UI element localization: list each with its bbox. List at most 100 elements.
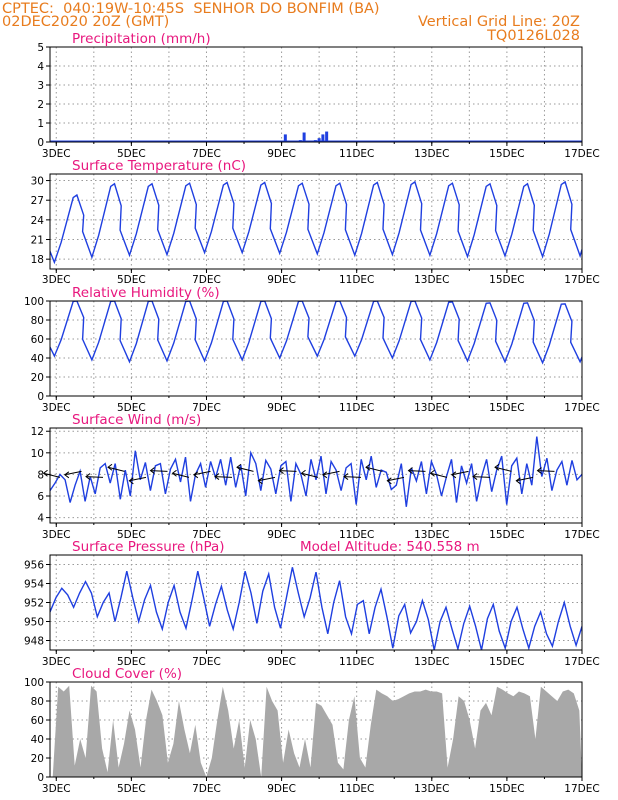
x-tick-label: 3DEC <box>42 274 71 286</box>
wind-arrow <box>214 476 233 478</box>
x-tick-label: 11DEC <box>339 402 374 414</box>
wind-arrowhead <box>171 469 177 477</box>
panel-5: 948 950 952 954 956 3DEC 5DEC 7DEC 9DEC 11DEC 13DE… <box>24 539 600 668</box>
series-line <box>50 436 582 507</box>
x-tick-label: 5DEC <box>117 274 146 286</box>
wind-arrow <box>408 470 426 472</box>
x-tick-label: 17DEC <box>564 148 599 160</box>
wind-arrowhead <box>107 463 113 471</box>
station-title: CPTEC: 040:19W-10:45S SENHOR DO BONFIM (… <box>2 1 380 17</box>
panel-6: 0 20 40 60 80 100 3DEC 5DEC 7DEC 9DEC 11DEC 13DEC 15… <box>24 666 600 795</box>
x-tick-label: 13DEC <box>414 783 449 795</box>
wind-arrow <box>258 476 276 482</box>
y-tick-label: 12 <box>31 426 44 438</box>
y-tick-label: 3 <box>37 80 44 92</box>
x-tick-label: 17DEC <box>564 274 599 286</box>
series-line <box>50 301 582 365</box>
wind-arrowhead <box>300 469 306 477</box>
wind-arrow <box>451 470 469 476</box>
x-tick-label: 11DEC <box>339 148 374 160</box>
panel-frame <box>49 300 583 397</box>
x-tick-label: 9DEC <box>267 656 296 668</box>
precip-bar <box>302 132 306 142</box>
x-tick-label: 13DEC <box>414 274 449 286</box>
x-tick-label: 5DEC <box>117 402 146 414</box>
x-tick-label: 9DEC <box>267 529 296 541</box>
panel-frame <box>49 46 583 143</box>
y-tick-label: 18 <box>31 254 44 266</box>
x-tick-label: 7DEC <box>192 402 221 414</box>
x-tick-label: 7DEC <box>192 529 221 541</box>
panel-title: Cloud Cover (%) <box>72 666 182 682</box>
wind-arrow <box>430 472 448 478</box>
wind-arrow <box>107 466 125 472</box>
wind-arrow <box>236 466 254 472</box>
y-tick-label: 60 <box>31 715 44 727</box>
y-tick-label: 948 <box>24 636 44 648</box>
x-tick-label: 15DEC <box>489 274 524 286</box>
run-date: 02DEC2020 20Z (GMT) <box>2 14 170 30</box>
x-tick-label: 3DEC <box>42 402 71 414</box>
wind-arrowhead <box>322 471 328 479</box>
y-tick-label: 0 <box>37 137 44 149</box>
panel-1: 0 1 2 3 4 5 3DEC 5DEC 7DEC 9DEC 11DEC 13DEC 15DEC 17D… <box>37 31 599 160</box>
y-tick-label: 4 <box>37 61 44 73</box>
wind-arrowhead <box>386 477 392 485</box>
wind-arrowhead <box>85 473 91 480</box>
y-tick-label: 952 <box>24 598 44 610</box>
wind-arrow <box>537 470 555 472</box>
wind-arrow <box>85 476 104 478</box>
x-tick-label: 7DEC <box>192 783 221 795</box>
wind-vectors <box>42 463 555 485</box>
x-tick-label: 13DEC <box>414 656 449 668</box>
panel-title: Surface Pressure (hPa) <box>72 539 225 555</box>
y-tick-label: 954 <box>24 579 44 591</box>
x-tick-label: 11DEC <box>339 783 374 795</box>
y-tick-label: 80 <box>31 696 44 708</box>
x-tick-label: 17DEC <box>564 656 599 668</box>
wind-arrowhead <box>429 469 435 477</box>
x-tick-label: 17DEC <box>564 402 599 414</box>
y-tick-label: 10 <box>31 448 44 460</box>
wind-arrowhead <box>64 471 70 479</box>
grid-lines <box>50 428 582 523</box>
y-tick-label: 40 <box>31 734 44 746</box>
x-tick-label: 9DEC <box>267 148 296 160</box>
y-tick-label: 2 <box>37 99 44 111</box>
y-tick-label: 1 <box>37 118 44 130</box>
wind-arrow <box>64 470 82 476</box>
panel-frame <box>49 681 583 778</box>
grid-lines <box>50 301 582 396</box>
y-tick-label: 20 <box>31 372 44 384</box>
y-tick-label: 4 <box>37 513 44 525</box>
wind-arrow <box>129 476 147 482</box>
y-tick-label: 950 <box>24 617 44 629</box>
wind-arrowhead <box>536 467 542 474</box>
y-tick-label: 40 <box>31 353 44 365</box>
panel-frame <box>49 173 583 270</box>
wind-arrow <box>472 476 491 478</box>
wind-arrowhead <box>193 471 199 479</box>
x-tick-label: 3DEC <box>42 656 71 668</box>
x-tick-label: 13DEC <box>414 148 449 160</box>
x-tick-label: 17DEC <box>564 783 599 795</box>
x-tick-label: 9DEC <box>267 274 296 286</box>
wind-arrowhead <box>236 463 242 471</box>
wind-arrowhead <box>42 469 48 477</box>
y-tick-label: 100 <box>24 296 44 308</box>
wind-arrow <box>279 470 297 472</box>
x-tick-label: 3DEC <box>42 783 71 795</box>
panel-title: Relative Humidity (%) <box>72 285 220 301</box>
x-tick-label: 3DEC <box>42 148 71 160</box>
series-line <box>50 567 582 650</box>
precip-bar <box>325 131 329 142</box>
x-tick-label: 5DEC <box>117 783 146 795</box>
wind-arrowhead <box>407 467 413 474</box>
wind-arrowhead <box>214 473 220 480</box>
y-tick-label: 30 <box>31 176 44 188</box>
y-tick-label: 100 <box>24 677 44 689</box>
model-code: TQ0126L028 <box>487 28 580 44</box>
wind-arrow <box>365 466 383 472</box>
x-tick-label: 13DEC <box>414 529 449 541</box>
wind-arrowhead <box>149 467 155 474</box>
